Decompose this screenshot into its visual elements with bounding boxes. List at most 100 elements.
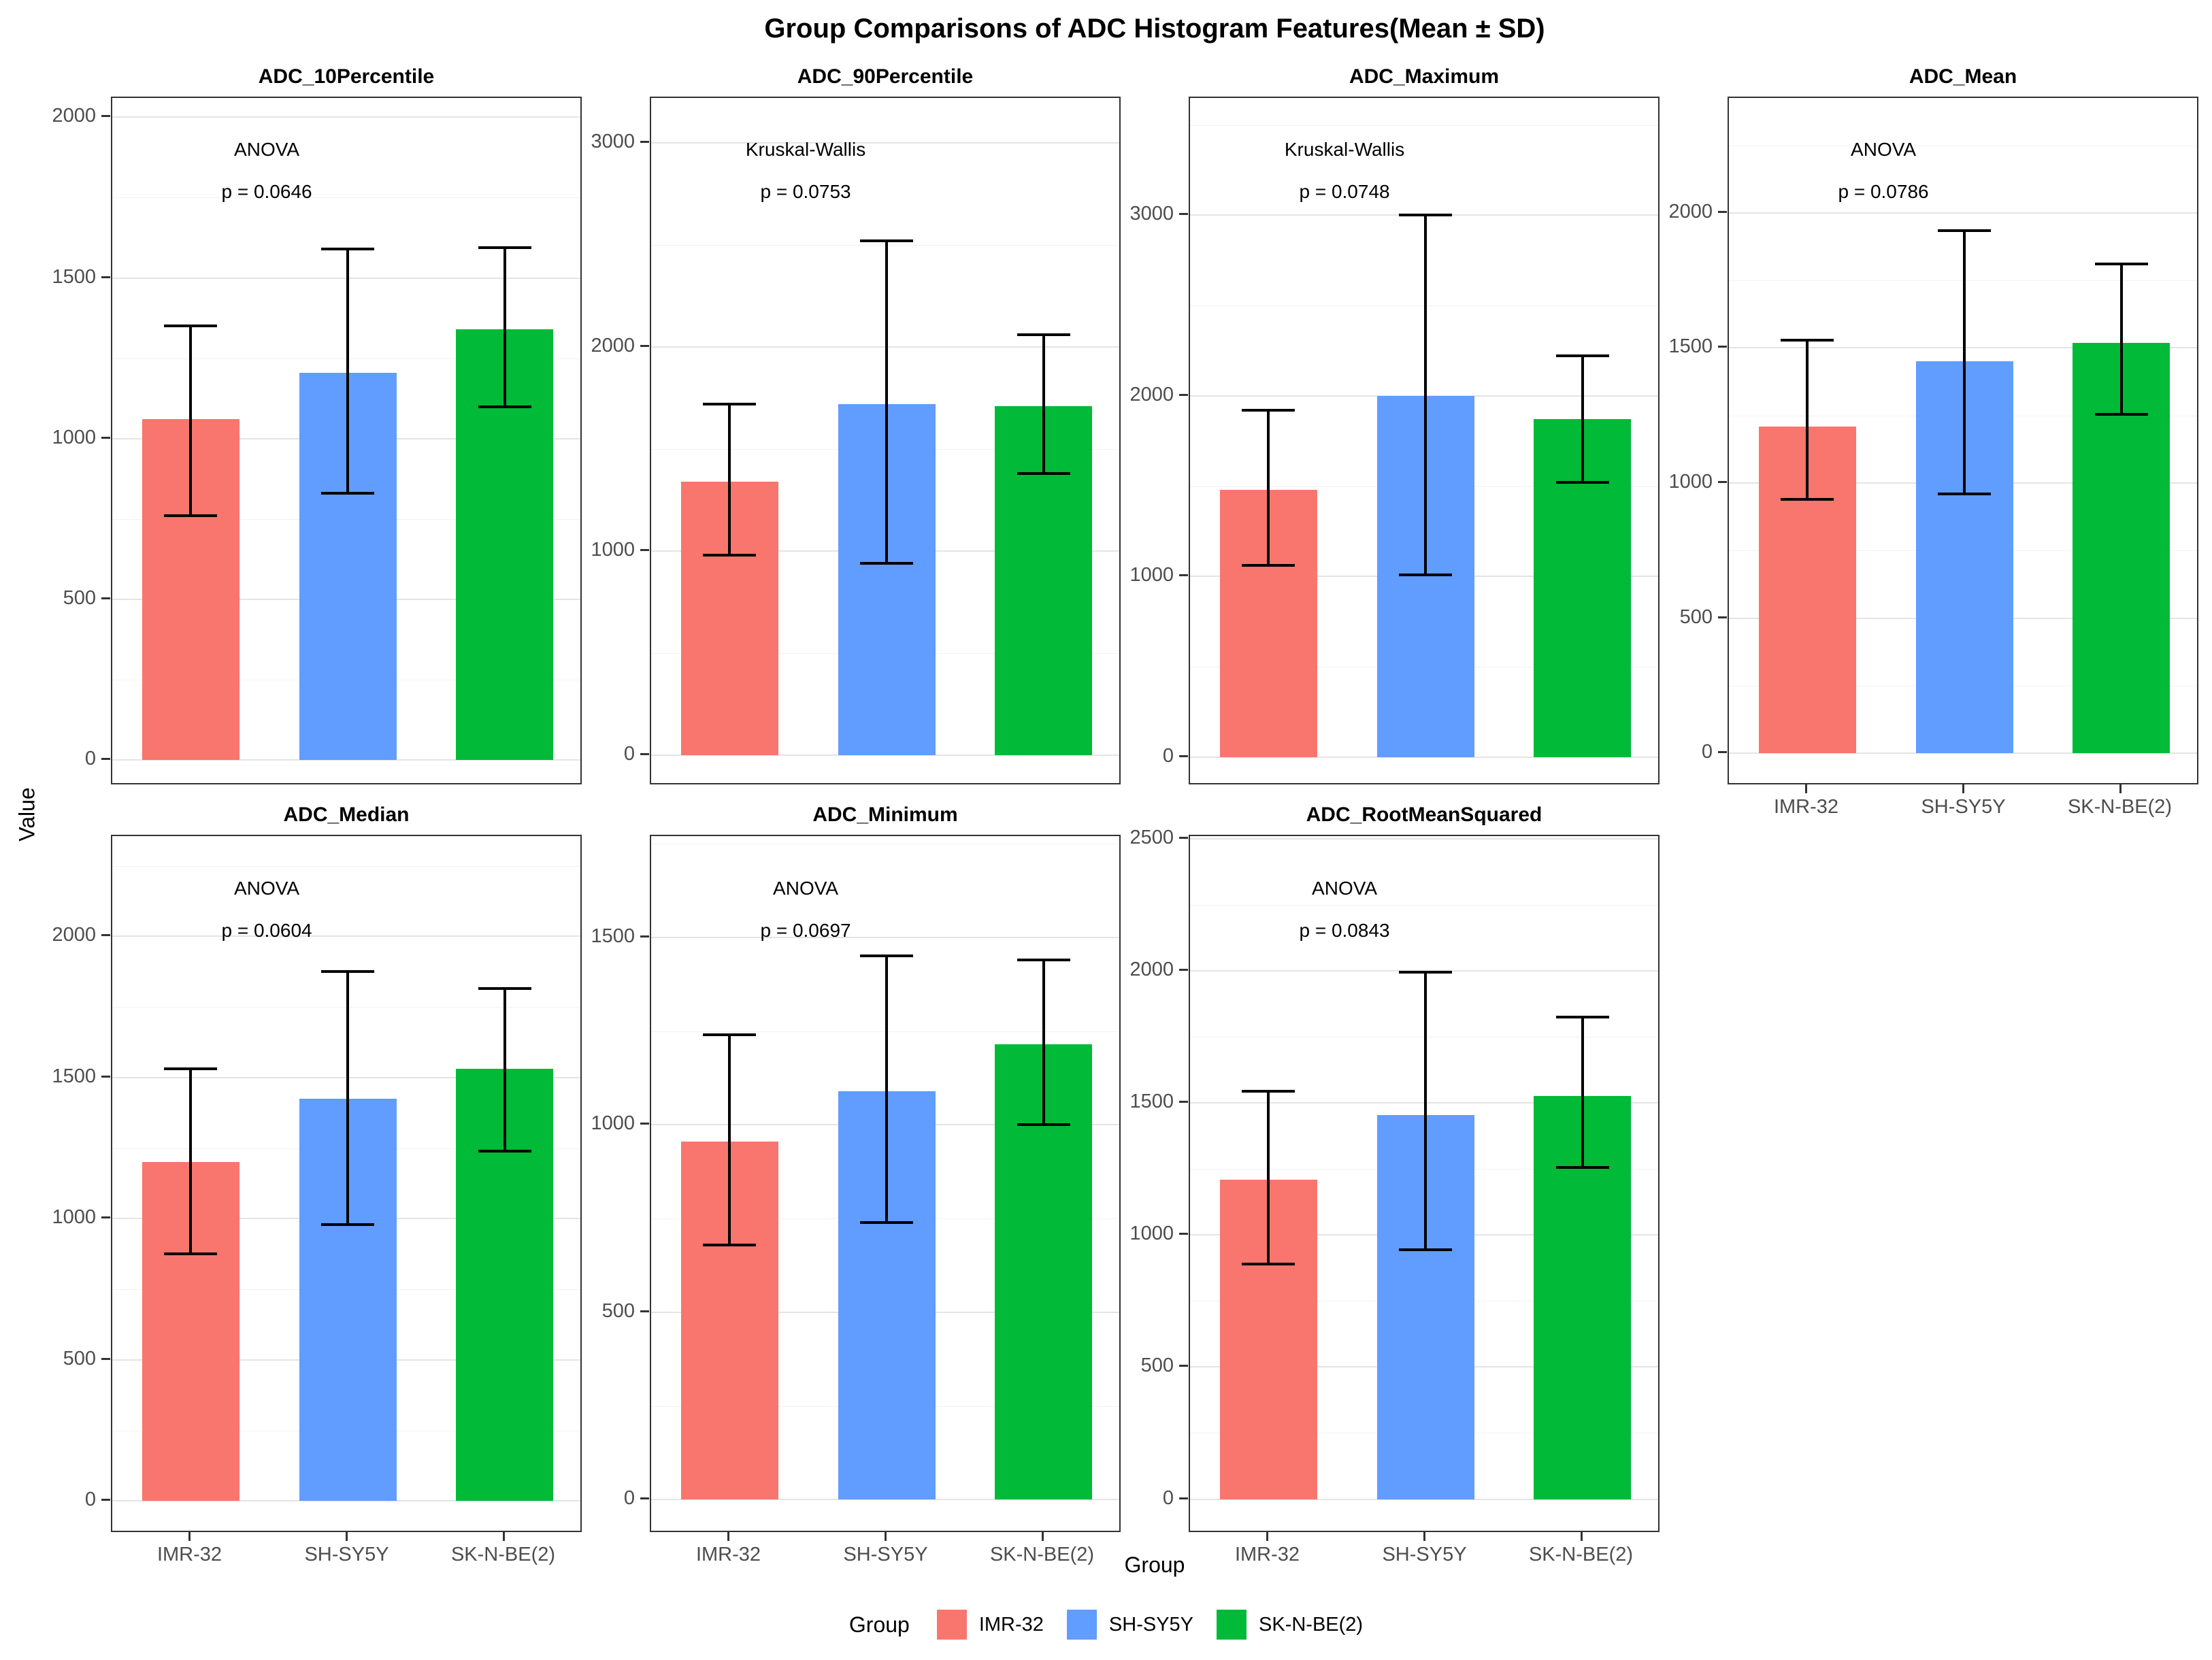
stat-annotation: Kruskal-Wallis p = 0.0753 (746, 129, 865, 213)
error-bar-line (189, 1069, 192, 1255)
y-tick-mark (1179, 836, 1188, 839)
error-bar-line (346, 972, 349, 1225)
x-tick-mark (2119, 784, 2122, 793)
y-tick-label: 500 (63, 586, 96, 609)
y-tick-label: 500 (63, 1347, 96, 1370)
error-bar-cap (1556, 354, 1609, 357)
error-bar-line (885, 241, 888, 563)
legend-swatch (1217, 1610, 1247, 1640)
x-tick-label: SH-SY5Y (304, 1544, 389, 1565)
y-tick-mark (1718, 751, 1727, 754)
y-tick-mark (1718, 210, 1727, 213)
gridline-minor (1190, 904, 1658, 906)
x-tick-label: SK-N-BE(2) (450, 1544, 556, 1565)
gridline-major (1190, 837, 1658, 840)
error-bar-line (1963, 230, 1966, 494)
y-tick-mark (640, 1310, 649, 1312)
error-bar-cap (1556, 1016, 1609, 1018)
error-bar-cap (2095, 413, 2148, 416)
gridline-major (651, 142, 1119, 144)
y-tick-mark (1179, 1101, 1188, 1103)
legend-title: Group (848, 1612, 910, 1637)
error-bar-cap (1017, 333, 1070, 336)
gridline-major (651, 936, 1119, 938)
error-bar-cap (321, 248, 374, 250)
error-bar-cap (1242, 564, 1295, 567)
y-tick-mark (640, 345, 649, 347)
error-bar-cap (478, 1150, 531, 1152)
error-bar-line (728, 404, 731, 555)
error-bar-cap (1556, 1166, 1609, 1169)
stat-p-value: p = 0.0753 (760, 181, 851, 202)
y-tick-mark (1179, 393, 1188, 396)
error-bar-cap (1017, 1123, 1070, 1126)
y-tick-label: 1500 (591, 925, 635, 947)
error-bar-line (504, 989, 506, 1151)
error-bar-line (1042, 335, 1045, 474)
y-tick-label: 0 (84, 748, 96, 770)
gridline-major (112, 759, 580, 761)
legend-entry: SK-N-BE(2) (1217, 1610, 1363, 1640)
error-bar-cap (1781, 339, 1834, 342)
stat-annotation: ANOVA p = 0.0697 (760, 867, 851, 952)
y-tick-label: 1500 (1129, 1091, 1174, 1113)
legend-entry: IMR-32 (936, 1610, 1044, 1640)
y-tick-label: 0 (84, 1489, 96, 1511)
y-tick-mark (101, 276, 110, 278)
error-bar-cap (703, 554, 756, 557)
y-tick-mark (101, 1499, 110, 1501)
facet-panel: ANOVA p = 0.0843 (1189, 835, 1660, 1532)
y-tick-mark (640, 141, 649, 143)
x-tick-mark (1266, 1532, 1268, 1541)
y-tick-mark (1179, 1233, 1188, 1235)
facet-panel: ANOVA p = 0.0786 (1728, 97, 2198, 784)
facet-title: ADC_90Percentile (797, 65, 974, 88)
y-tick-mark (101, 597, 110, 599)
y-tick-mark (1718, 346, 1727, 348)
error-bar-cap (164, 325, 217, 327)
y-tick-mark (640, 935, 649, 937)
legend: Group IMR-32 SH-SY5Y SK-N-BE(2) (0, 1603, 2212, 1646)
y-tick-label: 2500 (1129, 826, 1174, 848)
error-bar-cap (164, 1252, 217, 1255)
legend-label: SH-SY5Y (1108, 1613, 1194, 1636)
error-bar-cap (1242, 1090, 1295, 1093)
y-tick-mark (640, 1497, 649, 1500)
error-bar-cap (321, 970, 374, 973)
facet-panel: ANOVA p = 0.0697 (650, 835, 1121, 1532)
x-tick-mark (503, 1532, 505, 1541)
y-tick-label: 2000 (52, 924, 96, 946)
stat-test-name: Kruskal-Wallis (745, 139, 866, 160)
error-bar-line (1424, 215, 1427, 575)
error-bar-cap (1399, 971, 1452, 974)
x-tick-label: IMR-32 (156, 1544, 222, 1565)
stat-annotation: ANOVA p = 0.0843 (1299, 867, 1389, 952)
y-tick-label: 0 (1162, 744, 1174, 767)
legend-entries: IMR-32 SH-SY5Y SK-N-BE(2) (936, 1610, 1363, 1640)
y-tick-mark (1718, 481, 1727, 484)
stat-p-value: p = 0.0786 (1838, 181, 1929, 202)
error-bar-cap (478, 405, 531, 408)
gridline-minor (1190, 124, 1658, 126)
y-tick-mark (1179, 1365, 1188, 1367)
y-tick-label: 0 (1162, 1487, 1174, 1509)
x-tick-mark (727, 1532, 729, 1541)
y-tick-label: 500 (601, 1299, 635, 1322)
stat-test-name: Kruskal-Wallis (1284, 139, 1405, 160)
error-bar-line (1806, 339, 1809, 499)
x-tick-mark (1805, 784, 1807, 793)
error-bar-line (1042, 959, 1045, 1125)
error-bar-cap (1399, 574, 1452, 576)
facet-title: ADC_10Percentile (258, 65, 435, 88)
x-tick-mark (1423, 1532, 1425, 1541)
y-tick-mark (101, 1075, 110, 1078)
error-bar-cap (164, 514, 217, 517)
error-bar-cap (1399, 214, 1452, 216)
y-axis-title: Value (14, 787, 39, 842)
stat-p-value: p = 0.0843 (1299, 920, 1390, 941)
legend-swatch (1066, 1610, 1097, 1640)
stat-annotation: ANOVA p = 0.0786 (1838, 129, 1928, 213)
error-bar-line (885, 956, 888, 1223)
error-bar-cap (860, 562, 913, 565)
y-tick-mark (1179, 754, 1188, 757)
